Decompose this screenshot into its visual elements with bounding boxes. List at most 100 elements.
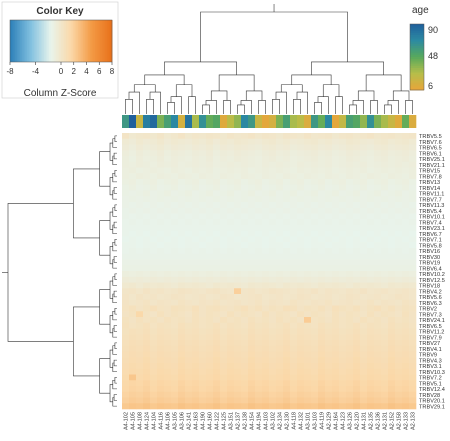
heatmap-cell	[241, 271, 249, 278]
heatmap-cell	[381, 242, 389, 249]
color-key-title: Color Key	[36, 6, 84, 17]
color-key-tick-label: 0	[59, 67, 64, 76]
heatmap-cell	[290, 144, 298, 151]
heatmap-cell	[304, 288, 312, 295]
heatmap-cell	[227, 363, 235, 370]
heatmap-cell	[409, 179, 417, 186]
heatmap-cell	[206, 305, 214, 312]
heatmap-cell	[402, 294, 410, 301]
heatmap-cell	[192, 328, 200, 335]
heatmap-cell	[409, 345, 417, 352]
heatmap-cell	[143, 225, 151, 232]
heatmap-cell	[325, 259, 333, 266]
heatmap-cell	[311, 351, 319, 358]
heatmap-cell	[213, 305, 221, 312]
heatmap-cell	[332, 403, 340, 410]
heatmap-cell	[290, 311, 298, 318]
heatmap-cell	[360, 190, 368, 197]
heatmap-cell	[241, 156, 249, 163]
row-label: TRBV11.2	[419, 330, 444, 336]
column-label: A2-129	[327, 412, 333, 430]
heatmap-cell	[192, 317, 200, 324]
heatmap-cell	[276, 380, 284, 387]
heatmap-cell	[339, 311, 347, 318]
color-key-swatch	[11, 20, 14, 62]
heatmap-cell	[164, 213, 172, 220]
heatmap-cell	[381, 133, 389, 140]
heatmap-cell	[164, 374, 172, 381]
heatmap-cell	[409, 196, 417, 203]
heatmap-cell	[395, 386, 403, 393]
heatmap-cell	[234, 202, 242, 209]
heatmap-cell	[402, 340, 410, 347]
heatmap-cell	[150, 282, 158, 289]
heatmap-cell	[283, 328, 291, 335]
heatmap-cell	[185, 225, 193, 232]
heatmap-cell	[367, 328, 375, 335]
heatmap-cell	[339, 207, 347, 214]
heatmap-cell	[353, 368, 361, 375]
heatmap-cell	[241, 179, 249, 186]
heatmap-cell	[311, 259, 319, 266]
heatmap-cell	[339, 196, 347, 203]
heatmap-cell	[192, 179, 200, 186]
heatmap-cell	[276, 265, 284, 272]
heatmap-cell	[220, 202, 228, 209]
heatmap-cell	[150, 368, 158, 375]
heatmap-cell	[185, 173, 193, 180]
heatmap-cell	[304, 225, 312, 232]
heatmap-cell	[185, 288, 193, 295]
heatmap-cell	[241, 190, 249, 197]
heatmap-cell	[150, 213, 158, 220]
heatmap-cell	[332, 184, 340, 191]
color-key-swatch	[20, 20, 23, 62]
heatmap-cell	[192, 305, 200, 312]
heatmap-cell	[395, 259, 403, 266]
heatmap-cell	[255, 322, 263, 329]
heatmap-cell	[388, 179, 396, 186]
row-label: TRBV13	[419, 180, 440, 186]
heatmap-cell	[297, 397, 305, 404]
heatmap-cell	[402, 259, 410, 266]
heatmap-cell	[318, 368, 326, 375]
heatmap-cell	[332, 299, 340, 306]
heatmap-cell	[367, 391, 375, 398]
heatmap-cell	[374, 391, 382, 398]
color-key-swatch	[44, 20, 47, 62]
heatmap-cell	[192, 374, 200, 381]
age-cell	[367, 115, 375, 128]
column-label: A4-131	[362, 412, 368, 430]
heatmap-cell	[199, 380, 207, 387]
heatmap-cell	[150, 328, 158, 335]
heatmap-cell	[129, 368, 137, 375]
heatmap-cell	[388, 150, 396, 157]
heatmap-cell	[318, 299, 326, 306]
heatmap-cell	[241, 196, 249, 203]
heatmap-cell	[304, 167, 312, 174]
heatmap-cell	[304, 138, 312, 145]
heatmap-cell	[367, 305, 375, 312]
heatmap-cell	[409, 282, 417, 289]
heatmap-cell	[374, 179, 382, 186]
heatmap-cell	[374, 207, 382, 214]
heatmap-cell	[367, 138, 375, 145]
heatmap-cell	[297, 190, 305, 197]
heatmap-cell	[311, 322, 319, 329]
row-dendrogram-branch	[109, 246, 113, 265]
heatmap-cell	[143, 248, 151, 255]
heatmap-cell	[311, 230, 319, 237]
heatmap-cell	[297, 368, 305, 375]
heatmap-cell	[220, 322, 228, 329]
heatmap-cell	[346, 167, 354, 174]
heatmap-cell	[395, 202, 403, 209]
heatmap-cell	[360, 386, 368, 393]
heatmap-cell	[374, 253, 382, 260]
heatmap-cell	[220, 167, 228, 174]
heatmap-cell	[262, 271, 270, 278]
heatmap-cell	[164, 259, 172, 266]
heatmap-cell	[318, 242, 326, 249]
row-dendrogram-branch	[109, 315, 113, 334]
heatmap-cell	[395, 351, 403, 358]
heatmap-cell	[185, 357, 193, 364]
heatmap-cell	[346, 363, 354, 370]
